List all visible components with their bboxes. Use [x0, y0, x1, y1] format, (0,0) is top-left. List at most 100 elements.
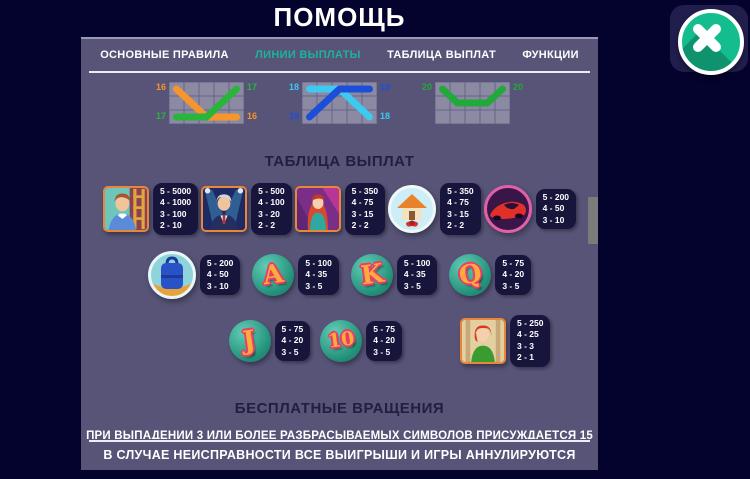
symbol-group-repairman: 5 - 5000 4 - 1000 3 - 100 2 - 10 [102, 183, 199, 235]
pay-value-line: 4 - 35 [403, 269, 426, 280]
pay-values-letter-q: 5 - 75 4 - 20 3 - 5 [495, 254, 532, 296]
pay-values-letter-a: 5 - 100 4 - 35 3 - 5 [298, 254, 339, 296]
pay-value-line: 5 - 350 [447, 186, 474, 196]
pay-value-line: 3 - 100 [159, 208, 187, 219]
pay-value-line: 4 - 20 [281, 335, 304, 346]
symbol-group-letter-q: Q 5 - 75 4 - 20 3 - 5 [449, 253, 532, 296]
pay-value-line: 3 - 5 [403, 280, 421, 291]
blue-suitcase-icon [147, 250, 196, 299]
pay-values-letter-j: 5 - 75 4 - 20 3 - 5 [274, 320, 311, 362]
pay-values-woman-teal-dress: 5 - 350 4 - 75 3 - 15 2 - 2 [344, 183, 386, 235]
letter-k-icon: K [350, 253, 393, 296]
pay-values-red-car: 5 - 200 4 - 50 3 - 10 [535, 188, 577, 230]
payline-labels-right: 17 16 [244, 82, 260, 122]
letter-a-icon: A [252, 253, 295, 296]
close-button[interactable] [670, 5, 748, 75]
pay-values-number-10: 5 - 75 4 - 20 3 - 5 [366, 320, 403, 362]
pay-values-letter-k: 5 - 100 4 - 35 3 - 5 [396, 254, 438, 296]
symbol-glyph: A [261, 258, 286, 292]
pay-value-line: 5 - 200 [542, 191, 570, 202]
pay-value-line: 5 - 350 [351, 186, 379, 196]
payline-number-16: 16 [155, 82, 166, 92]
woman-green-shirt-icon [460, 317, 507, 364]
symbol-glyph: Q [457, 258, 484, 292]
payline-labels-left: 16 17 [153, 82, 169, 122]
payline-grid [168, 82, 244, 124]
woman-teal-dress-icon [294, 185, 341, 232]
pay-value-line: 3 - 3 [517, 340, 535, 351]
scatter-rule-text: ПРИ ВЫПАДЕНИИ 3 ИЛИ БОЛЕЕ РАЗБРАСЫВАЕМЫХ… [86, 429, 593, 439]
payline-number-20: 20 [422, 82, 433, 92]
tab-basic-rules[interactable]: ОСНОВНЫЕ ПРАВИЛА [100, 49, 229, 61]
pay-values-gift-house: 5 - 350 4 - 75 3 - 15 2 - 2 [440, 183, 481, 235]
symbol-group-red-car: 5 - 200 4 - 50 3 - 10 [483, 184, 577, 233]
payline-labels-left: 20 [419, 82, 435, 122]
malfunction-disclaimer: В СЛУЧАЕ НЕИСПРАВНОСТИ ВСЕ ВЫИГРЫШИ И ИГ… [103, 447, 576, 462]
payline-number-16: 16 [246, 111, 257, 121]
pay-value-line: 4 - 20 [373, 335, 396, 346]
pay-value-line: 3 - 15 [351, 208, 374, 219]
pay-value-line: 3 - 10 [206, 280, 229, 291]
pay-value-line: 3 - 5 [281, 346, 299, 357]
pay-value-line: 3 - 5 [305, 280, 323, 291]
paytable: 5 - 5000 4 - 1000 3 - 100 2 - 10 5 - 500 4 - … [81, 183, 598, 367]
payline-labels-right: 19 18 [377, 82, 393, 122]
free-spins-heading: БЕСПЛАТНЫЕ ВРАЩЕНИЯ [234, 399, 445, 417]
pay-value-line: 5 - 500 [258, 186, 285, 196]
close-icon [678, 9, 744, 75]
payline-number-19: 19 [380, 82, 391, 92]
payline-grid [435, 82, 511, 124]
tab-paytable[interactable]: ТАБЛИЦА ВЫПЛАТ [387, 49, 497, 61]
pay-value-line: 3 - 20 [258, 208, 280, 219]
paytable-heading: ТАБЛИЦА ВЫПЛАТ [264, 153, 415, 170]
pay-value-line: 4 - 75 [351, 197, 374, 208]
pay-value-line: 2 - 2 [258, 220, 276, 231]
paylines-diagrams: 16 17 17 16 18 19 19 18 20 20 [81, 82, 598, 130]
pay-value-line: 3 - 5 [373, 346, 391, 357]
symbol-group-woman-teal-dress: 5 - 350 4 - 75 3 - 15 2 - 2 [294, 183, 386, 235]
pay-value-line: 5 - 75 [281, 323, 304, 334]
gift-house-icon [388, 184, 437, 233]
pay-value-line: 3 - 15 [447, 208, 469, 219]
pay-value-line: 4 - 25 [517, 329, 539, 340]
pay-value-line: 5 - 100 [305, 257, 332, 268]
pay-value-line: 5 - 100 [403, 257, 431, 268]
number-10-icon: 10 [320, 319, 363, 362]
pay-values-blue-suitcase: 5 - 200 4 - 50 3 - 10 [199, 254, 241, 296]
pay-value-line: 3 - 5 [502, 280, 520, 291]
help-panel: ОСНОВНЫЕ ПРАВИЛА ЛИНИИ ВЫПЛАТЫ ТАБЛИЦА ВЫП… [81, 37, 598, 470]
tab-functions[interactable]: ФУНКЦИИ [522, 49, 579, 61]
pay-value-line: 5 - 5000 [159, 186, 192, 196]
pay-value-line: 4 - 50 [206, 269, 229, 280]
symbol-glyph: K [358, 258, 386, 292]
tv-host-icon [201, 185, 248, 232]
tab-paylines[interactable]: ЛИНИИ ВЫПЛАТЫ [255, 49, 361, 61]
pay-value-line: 5 - 75 [502, 257, 525, 268]
pay-value-line: 4 - 1000 [159, 197, 192, 208]
payline-number-17: 17 [246, 82, 257, 92]
pay-values-repairman: 5 - 5000 4 - 1000 3 - 100 2 - 10 [152, 183, 199, 235]
symbol-group-gift-house: 5 - 350 4 - 75 3 - 15 2 - 2 [388, 183, 481, 235]
scrollbar-thumb[interactable] [588, 197, 598, 244]
symbol-group-number-10: 10 5 - 75 4 - 20 3 - 5 [320, 319, 403, 362]
pay-value-line: 5 - 250 [517, 317, 544, 328]
pay-value-line: 2 - 10 [159, 220, 182, 231]
payline-number-18: 18 [288, 82, 299, 92]
symbol-glyph: 10 [326, 327, 356, 354]
payline-number-19: 19 [288, 111, 299, 121]
pay-value-line: 2 - 2 [447, 220, 465, 231]
letter-q-icon: Q [449, 253, 492, 296]
payline-labels-right: 20 [510, 82, 526, 122]
pay-value-line: 4 - 20 [502, 269, 525, 280]
payline-figure: 16 17 17 16 [153, 82, 260, 124]
payline-figure: 20 20 [419, 82, 526, 124]
footer-divider [89, 439, 590, 442]
page-title: ПОМОЩЬ [273, 2, 406, 32]
symbol-glyph: J [241, 325, 258, 357]
symbol-group-letter-k: K 5 - 100 4 - 35 3 - 5 [350, 253, 438, 296]
pay-value-line: 5 - 200 [206, 257, 234, 268]
red-car-icon [483, 184, 532, 233]
scatter-text-clip: ПРИ ВЫПАДЕНИИ 3 ИЛИ БОЛЕЕ РАЗБРАСЫВАЕМЫХ… [81, 426, 598, 439]
